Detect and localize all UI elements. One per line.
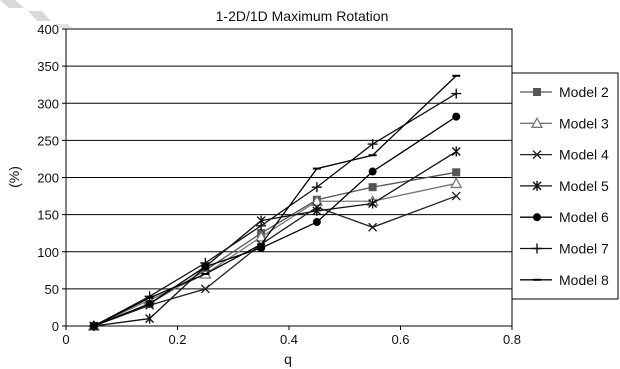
legend-label: Model 6 [559, 209, 609, 225]
y-tick-label: 50 [45, 282, 59, 297]
y-tick-label: 250 [37, 133, 59, 148]
point-marker-star [145, 313, 155, 324]
point-marker-legend [533, 88, 541, 96]
series-6 [89, 112, 461, 330]
point-marker-legend [532, 150, 542, 160]
point-marker-plus [311, 182, 322, 193]
point-marker-x [451, 191, 461, 201]
legend-item: Model 4 [520, 147, 609, 163]
corner-mark-3 [55, 24, 72, 28]
point-marker-star [368, 198, 378, 209]
point-marker-circle [368, 167, 377, 176]
legend: Model 2 Model 3 Model 4 Model 5 Model 6 Model… [520, 84, 609, 288]
x-axis-ticks: 0 0.2 0.4 0.6 0.8 [62, 326, 521, 347]
point-marker-plus [367, 139, 378, 150]
y-tick-label: 350 [37, 59, 59, 74]
y-tick-label: 150 [37, 208, 59, 223]
point-marker-plus [200, 257, 211, 268]
y-tick-label: 100 [37, 245, 59, 260]
legend-label: Model 2 [559, 84, 609, 100]
grid-lines [66, 65, 512, 290]
point-marker-square [452, 168, 461, 177]
corner-mark-2 [28, 11, 51, 21]
x-tick-label: 0.4 [280, 332, 298, 347]
point-marker-circle [145, 299, 154, 308]
x-tick-label: 0.6 [391, 332, 409, 347]
point-marker-star [312, 205, 322, 216]
point-marker-legend [532, 243, 542, 254]
legend-item: Model 7 [520, 241, 609, 257]
point-marker-plus [451, 88, 462, 99]
point-marker-x [368, 222, 378, 232]
corner-mark-1 [0, 0, 24, 8]
legend-item: Model 6 [520, 209, 609, 225]
y-tick-label: 200 [37, 171, 59, 186]
point-marker-triangle [450, 177, 463, 189]
point-marker-square [368, 183, 377, 192]
chart-title: 1-2D/1D Maximum Rotation [216, 8, 389, 24]
x-tick-label: 0 [62, 332, 69, 347]
series-group [87, 74, 463, 331]
legend-label: Model 7 [559, 241, 609, 257]
legend-label: Model 4 [559, 147, 609, 163]
x-tick-label: 0.8 [503, 332, 521, 347]
point-marker-circle [452, 112, 461, 121]
legend-item: Model 3 [520, 115, 609, 131]
point-marker-legend [530, 116, 544, 128]
series-8 [89, 74, 461, 327]
legend-item: Model 5 [520, 178, 609, 194]
x-axis-title: q [284, 351, 292, 367]
point-marker-legend [532, 180, 542, 191]
y-tick-label: 0 [52, 319, 59, 334]
y-tick-label: 300 [37, 96, 59, 111]
series-7 [88, 88, 462, 331]
point-marker-triangle [255, 230, 268, 242]
point-marker-x [200, 284, 210, 294]
point-marker-legend [533, 213, 541, 222]
legend-label: Model 3 [559, 115, 609, 131]
point-marker-circle [312, 218, 321, 227]
point-marker-star [451, 146, 461, 157]
legend-item: Model 2 [520, 84, 609, 100]
legend-label: Model 5 [559, 178, 609, 194]
y-axis-title: (%) [6, 166, 22, 188]
x-tick-label: 0.2 [168, 332, 186, 347]
legend-item: Model 8 [520, 272, 609, 288]
y-tick-label: 400 [37, 22, 59, 37]
point-marker-plus [256, 220, 267, 231]
legend-label: Model 8 [559, 272, 609, 288]
y-axis-ticks: 0 50 100 150 200 250 300 350 400 [37, 22, 66, 334]
point-marker-triangle [310, 194, 323, 206]
